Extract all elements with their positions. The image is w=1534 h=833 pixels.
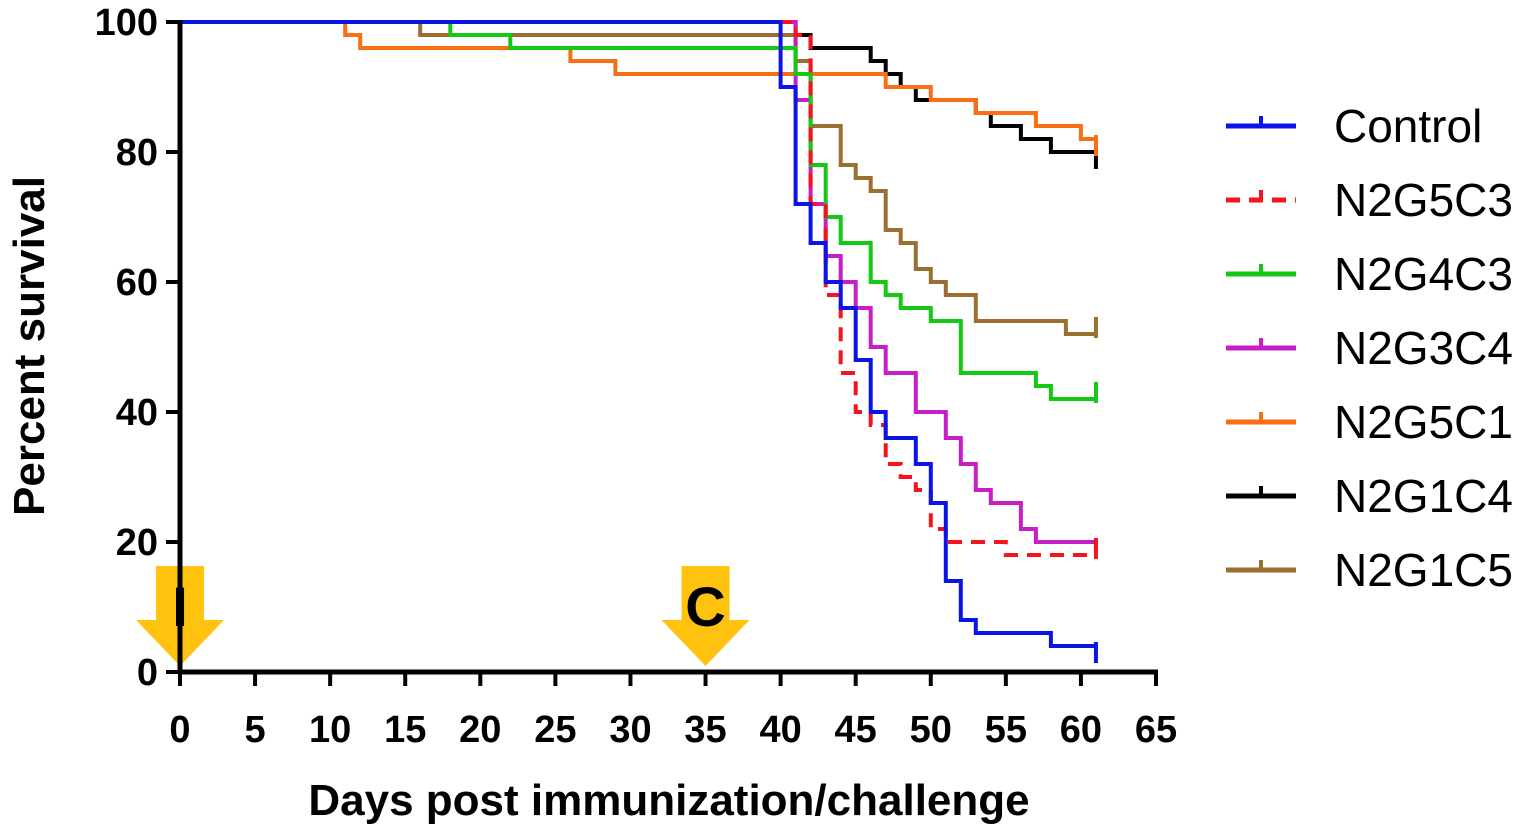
survival-curve-n2g1c5 (180, 20, 1096, 336)
x-tick-label: 25 (534, 709, 576, 751)
x-tick-label: 55 (985, 709, 1027, 751)
legend: Control N2G5C3 N2G4C3 N2G3C4 N2G5C1 N2G1C4 N2G… (1226, 100, 1513, 596)
x-axis-title: Days post immunization/challenge (308, 776, 1029, 825)
arrow-shape (661, 566, 750, 666)
legend-item-control: Control (1226, 100, 1482, 152)
x-tick-label: 20 (459, 709, 501, 751)
x-ticks: 0 5 10 15 20 25 30 35 40 45 50 55 60 65 (169, 672, 1177, 751)
x-tick-label: 65 (1135, 709, 1177, 751)
y-tick-label: 100 (95, 2, 158, 44)
y-tick-label: 60 (116, 262, 158, 304)
legend-item-n2g3c4: N2G3C4 (1226, 322, 1513, 374)
x-tick-label: 10 (309, 709, 351, 751)
legend-item-n2g5c1: N2G5C1 (1226, 396, 1513, 448)
x-tick-label: 60 (1060, 709, 1102, 751)
x-tick-label: 35 (684, 709, 726, 751)
x-tick-label: 30 (609, 709, 651, 751)
legend-label: N2G3C4 (1334, 322, 1513, 374)
x-tick-label: 0 (169, 709, 190, 751)
arrow-letter: C (685, 575, 725, 638)
legend-label: N2G5C3 (1334, 174, 1513, 226)
survival-curve-n2g4c3 (180, 20, 1096, 401)
legend-label: N2G1C5 (1334, 544, 1513, 596)
legend-item-n2g1c4: N2G1C4 (1226, 470, 1513, 522)
x-tick-label: 40 (759, 709, 801, 751)
y-tick-label: 20 (116, 522, 158, 564)
y-ticks: 0 20 40 60 80 100 (95, 2, 180, 694)
annotation-arrow-c: C (661, 566, 750, 666)
legend-label: N2G4C3 (1334, 248, 1513, 300)
survival-curve-n2g3c4 (180, 20, 1096, 544)
y-axis-title: Percent survival (5, 176, 54, 516)
survival-curve-n2g5c3 (180, 20, 1096, 557)
legend-item-n2g1c5: N2G1C5 (1226, 544, 1513, 596)
y-tick-label: 40 (116, 392, 158, 434)
survival-curve-n2g5c1 (180, 20, 1096, 141)
legend-item-n2g5c3: N2G5C3 (1226, 174, 1513, 226)
legend-label: Control (1334, 100, 1482, 152)
x-tick-label: 50 (910, 709, 952, 751)
legend-label: N2G1C4 (1334, 470, 1513, 522)
x-tick-label: 15 (384, 709, 426, 751)
y-tick-label: 80 (116, 132, 158, 174)
curves-layer (180, 20, 1098, 663)
legend-item-n2g4c3: N2G4C3 (1226, 248, 1513, 300)
y-tick-label: 0 (137, 652, 158, 694)
survival-curve-n2g1c4 (180, 20, 1096, 154)
x-tick-label: 45 (835, 709, 877, 751)
axes-layer (177, 20, 1158, 675)
survival-curve-control (180, 20, 1096, 648)
x-tick-label: 5 (245, 709, 266, 751)
legend-label: N2G5C1 (1334, 396, 1513, 448)
